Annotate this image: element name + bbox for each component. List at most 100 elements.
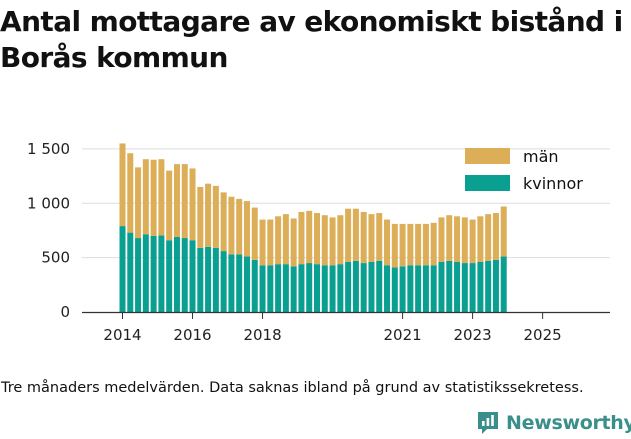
bar-man	[298, 211, 305, 265]
bar-man	[384, 219, 391, 266]
bar-kvinnor	[290, 266, 297, 312]
y-tick-label: 0	[60, 303, 70, 321]
bar-kvinnor	[492, 259, 499, 312]
bar-kvinnor	[314, 264, 320, 312]
legend-label: kvinnor	[523, 174, 583, 193]
bar-kvinnor	[477, 261, 484, 312]
bar-man	[158, 159, 165, 236]
bar-kvinnor	[127, 232, 134, 312]
bar-kvinnor	[173, 236, 180, 312]
bars	[119, 143, 507, 312]
bar-man	[251, 207, 258, 260]
bar-man	[282, 214, 289, 265]
legend-swatch	[465, 175, 510, 191]
bar-man	[212, 185, 219, 248]
bar-man	[275, 216, 282, 265]
bar-man	[438, 217, 445, 262]
bar-man	[376, 213, 383, 261]
x-tick-label: 2016	[173, 326, 211, 344]
bar-man	[267, 219, 274, 266]
bar-man	[485, 214, 492, 261]
brand-logo[interactable]: Newsworthy	[476, 408, 631, 438]
y-tick-label: 1 000	[27, 194, 70, 212]
bar-kvinnor	[243, 256, 250, 312]
bar-man	[360, 211, 367, 264]
bar-man	[181, 164, 188, 239]
bar-man	[220, 192, 227, 252]
legend-label: män	[523, 147, 559, 166]
x-tick-label: 2018	[243, 326, 281, 344]
bar-man	[314, 213, 320, 265]
bar-man	[415, 223, 422, 266]
bar-kvinnor	[399, 266, 406, 312]
bar-kvinnor	[422, 265, 429, 312]
bar-kvinnor	[500, 256, 507, 312]
bar-kvinnor	[142, 234, 149, 312]
legend-swatch	[465, 148, 510, 164]
bar-man	[368, 214, 375, 262]
bar-man	[391, 223, 398, 268]
bar-kvinnor	[360, 263, 367, 312]
bar-kvinnor	[384, 265, 391, 312]
bar-man	[329, 217, 336, 266]
bar-kvinnor	[197, 247, 204, 312]
bar-man	[119, 143, 126, 227]
bar-man	[430, 222, 437, 266]
bar-man	[337, 215, 344, 265]
brand-name: Newsworthy	[506, 412, 631, 434]
bar-kvinnor	[345, 261, 352, 312]
y-tick-label: 500	[41, 249, 70, 267]
bar-kvinnor	[368, 261, 375, 312]
legend: män kvinnor	[465, 147, 583, 193]
bar-man	[454, 216, 461, 262]
bar-man	[135, 167, 142, 239]
axes: 0 500 1 000 1 500 2014 2016 2018 2021 2023 2025	[27, 140, 610, 344]
bar-man	[127, 153, 134, 233]
bar-kvinnor	[454, 261, 461, 312]
bar-kvinnor	[407, 265, 414, 312]
bar-kvinnor	[376, 260, 383, 312]
bar-kvinnor	[251, 259, 258, 312]
bar-man	[477, 216, 484, 262]
bar-kvinnor	[485, 260, 492, 312]
bar-man	[500, 206, 507, 257]
bar-kvinnor	[119, 226, 126, 312]
bar-man	[236, 198, 243, 255]
bar-kvinnor	[461, 263, 468, 312]
bar-man	[407, 223, 414, 266]
bar-kvinnor	[236, 254, 243, 312]
x-tick-label: 2023	[454, 326, 492, 344]
bar-man	[492, 213, 499, 260]
bar-kvinnor	[150, 235, 157, 312]
bar-man	[243, 201, 250, 257]
bar-man	[228, 196, 235, 255]
bar-man	[205, 183, 212, 247]
bar-kvinnor	[220, 251, 227, 312]
bar-kvinnor	[469, 263, 476, 312]
bar-kvinnor	[446, 260, 453, 312]
bar-kvinnor	[135, 238, 142, 312]
bar-man	[399, 223, 406, 267]
bar-kvinnor	[329, 265, 336, 312]
bar-kvinnor	[438, 261, 445, 312]
bar-kvinnor	[321, 265, 328, 312]
bar-man	[321, 215, 328, 266]
chart-caption: Tre månaders medelvärden. Data saknas ib…	[1, 380, 584, 396]
bar-man	[290, 218, 297, 267]
x-tick-label: 2025	[524, 326, 562, 344]
chart-title: Antal mottagare av ekonomiskt bistånd i …	[0, 5, 623, 74]
bar-man	[150, 159, 157, 236]
bar-kvinnor	[259, 265, 266, 312]
bar-kvinnor	[298, 264, 305, 312]
x-tick-label: 2021	[383, 326, 421, 344]
x-tick-label: 2014	[103, 326, 141, 344]
bar-man	[345, 208, 352, 262]
bar-kvinnor	[282, 264, 289, 312]
bar-man	[173, 164, 180, 237]
bar-kvinnor	[352, 260, 359, 312]
bar-man	[422, 223, 429, 266]
y-tick-label: 1 500	[27, 140, 70, 158]
bar-man	[446, 215, 453, 261]
bar-kvinnor	[189, 240, 196, 312]
